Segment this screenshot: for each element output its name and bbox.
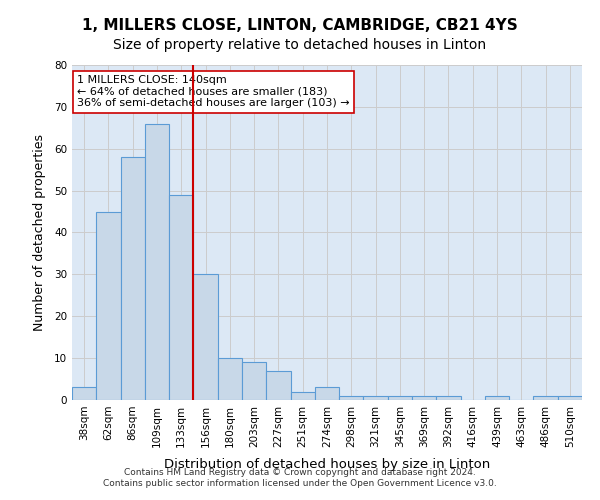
Bar — [290, 392, 315, 400]
Bar — [315, 388, 339, 400]
Bar — [266, 370, 290, 400]
Bar — [485, 396, 509, 400]
Bar — [558, 396, 582, 400]
Bar — [412, 396, 436, 400]
X-axis label: Distribution of detached houses by size in Linton: Distribution of detached houses by size … — [164, 458, 490, 471]
Bar — [169, 195, 193, 400]
Text: 1 MILLERS CLOSE: 140sqm
← 64% of detached houses are smaller (183)
36% of semi-d: 1 MILLERS CLOSE: 140sqm ← 64% of detache… — [77, 75, 350, 108]
Bar — [533, 396, 558, 400]
Bar — [72, 388, 96, 400]
Y-axis label: Number of detached properties: Number of detached properties — [32, 134, 46, 331]
Bar — [242, 362, 266, 400]
Bar — [145, 124, 169, 400]
Bar — [436, 396, 461, 400]
Bar — [193, 274, 218, 400]
Bar — [121, 157, 145, 400]
Text: Size of property relative to detached houses in Linton: Size of property relative to detached ho… — [113, 38, 487, 52]
Bar — [96, 212, 121, 400]
Text: Contains HM Land Registry data © Crown copyright and database right 2024.
Contai: Contains HM Land Registry data © Crown c… — [103, 468, 497, 487]
Text: 1, MILLERS CLOSE, LINTON, CAMBRIDGE, CB21 4YS: 1, MILLERS CLOSE, LINTON, CAMBRIDGE, CB2… — [82, 18, 518, 32]
Bar — [388, 396, 412, 400]
Bar — [339, 396, 364, 400]
Bar — [218, 358, 242, 400]
Bar — [364, 396, 388, 400]
